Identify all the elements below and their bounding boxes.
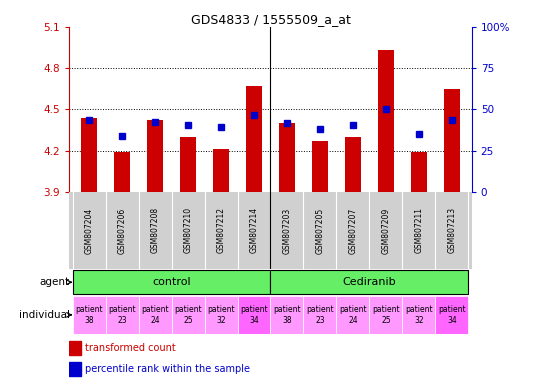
Text: Cediranib: Cediranib [343,277,396,287]
Bar [180,137,196,192]
Bar [69,341,82,355]
Bar [378,50,394,192]
Text: patient
24: patient 24 [339,305,367,324]
Title: GDS4833 / 1555509_a_at: GDS4833 / 1555509_a_at [191,13,350,26]
Text: patient
34: patient 34 [438,305,466,324]
Text: patient
23: patient 23 [108,305,136,324]
Bar [72,296,106,334]
Bar [411,152,427,192]
Text: GSM807212: GSM807212 [216,207,225,253]
Text: individual: individual [19,310,70,320]
Bar [106,296,139,334]
Bar [72,270,270,294]
Bar [312,141,328,192]
Text: GSM807208: GSM807208 [150,207,159,253]
Text: percentile rank within the sample: percentile rank within the sample [85,364,251,374]
Text: GSM807206: GSM807206 [118,207,126,253]
Bar [114,152,130,192]
Bar [81,118,98,192]
Text: patient
34: patient 34 [240,305,268,324]
Text: GSM807211: GSM807211 [415,207,423,253]
Text: patient
38: patient 38 [273,305,301,324]
Bar [336,296,369,334]
Text: control: control [152,277,191,287]
Text: GSM807205: GSM807205 [316,207,325,253]
Bar [246,86,262,192]
Bar [205,296,238,334]
Text: patient
24: patient 24 [141,305,169,324]
Text: GSM807214: GSM807214 [249,207,259,253]
Text: patient
25: patient 25 [372,305,400,324]
Text: patient
32: patient 32 [405,305,433,324]
Text: GSM807204: GSM807204 [85,207,94,253]
Bar [369,296,402,334]
Bar [271,270,469,294]
Bar [402,296,435,334]
Bar [443,89,460,192]
Bar [271,296,303,334]
Bar [435,296,469,334]
Text: GSM807203: GSM807203 [282,207,292,253]
Bar [238,296,270,334]
Bar [303,296,336,334]
Text: patient
25: patient 25 [174,305,202,324]
Text: patient
32: patient 32 [207,305,235,324]
Bar [172,296,205,334]
Bar [213,149,229,192]
Text: patient
23: patient 23 [306,305,334,324]
Bar [69,362,82,376]
Text: patient
38: patient 38 [75,305,103,324]
Text: agent: agent [40,277,70,287]
Text: GSM807213: GSM807213 [447,207,456,253]
Text: GSM807210: GSM807210 [183,207,192,253]
Bar [147,121,163,192]
Bar [139,296,172,334]
Bar [345,137,361,192]
Text: transformed count: transformed count [85,343,176,353]
Text: GSM807207: GSM807207 [349,207,358,253]
Text: GSM807209: GSM807209 [382,207,391,253]
Bar [279,123,295,192]
